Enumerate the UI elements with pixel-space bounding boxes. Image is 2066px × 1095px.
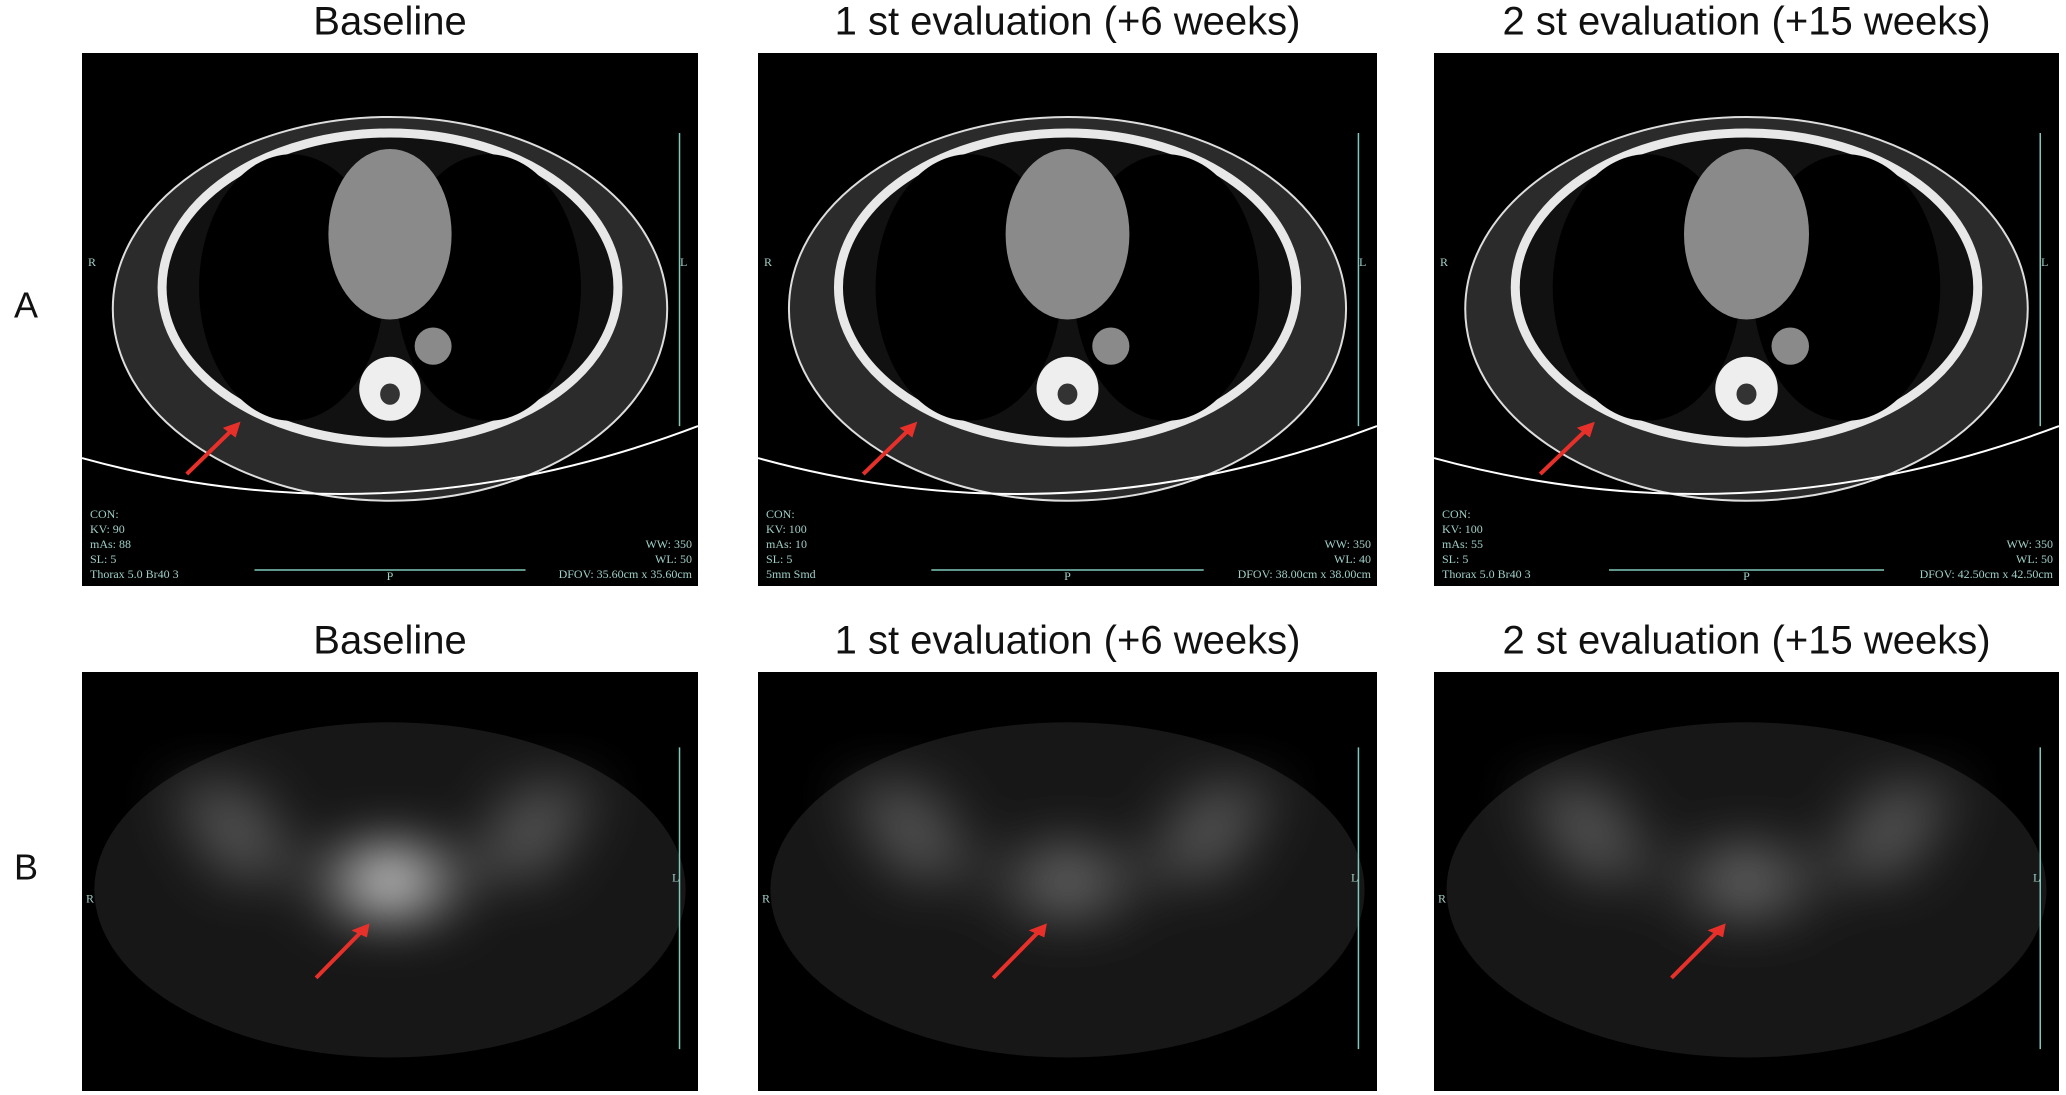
scan-info: KV: 100 [766,522,807,536]
heart [328,148,452,320]
scan-info: KV: 100 [1442,522,1483,536]
scan-info: DFOV: 42.50cm x 42.50cm [1920,567,2054,581]
arrow [968,905,1065,978]
scan-info: CON: [766,507,795,521]
iliac-bone [497,775,566,887]
scan-info: 5mm Smd [766,567,816,581]
scan-image [1446,722,2047,1058]
orientation-label: P [387,569,394,583]
panel-title: 1 st evaluation (+6 weeks) [835,619,1301,663]
scan-info: SL: 5 [766,552,792,566]
scan-info: mAs: 55 [1442,537,1483,551]
orientation-label: R [762,891,770,905]
arrow [1513,400,1617,493]
scan-info: WW: 350 [1324,537,1371,551]
scan-image [758,117,1377,570]
iliac-bone [1855,775,1925,887]
orientation-label: R [86,891,94,905]
orientation-label: L [680,255,687,269]
orientation-label: L [1351,871,1358,885]
aorta [1771,327,1809,365]
scan-info: SL: 5 [1442,552,1468,566]
row-label: A [14,285,38,326]
bones [878,775,1245,924]
bones [201,775,566,924]
row-label: B [14,847,38,888]
tissue [1017,839,1118,924]
orientation-label: P [1743,569,1750,583]
tissue [1696,839,1797,924]
orientation-label: L [1359,255,1366,269]
scan-image [82,117,698,570]
spinal-canal [380,383,400,405]
iliac-bone [878,775,948,887]
scan-info: WW: 350 [645,537,692,551]
scan-info: WW: 350 [2006,537,2053,551]
scan-info: SL: 5 [90,552,116,566]
iliac-bone [1555,775,1625,887]
scan-image [770,722,1365,1058]
orientation-label: P [1064,569,1071,583]
scan-info: WL: 50 [2016,552,2053,566]
panel-title: Baseline [313,619,466,663]
scan-info: DFOV: 35.60cm x 35.60cm [559,567,693,581]
arrow [159,400,263,493]
orientation-label: R [1438,891,1446,905]
scan-info: KV: 90 [90,522,125,536]
arrow [836,400,940,493]
scan-info: CON: [1442,507,1471,521]
scan-info: Thorax 5.0 Br40 3 [90,567,179,581]
panel-title: 2 st evaluation (+15 weeks) [1502,0,1990,44]
scan-image [1434,117,2059,570]
orientation-label: L [2041,255,2048,269]
panel-title: 2 st evaluation (+15 weeks) [1502,619,1990,663]
scan-image [94,722,686,1058]
spinal-canal [1736,383,1757,405]
aorta [414,327,452,365]
orientation-label: R [88,255,96,269]
orientation-label: R [1440,255,1448,269]
arrow [1646,905,1744,978]
heart [1684,148,1809,320]
scan-info: WL: 50 [655,552,692,566]
heart [1005,148,1130,320]
scan-info: WL: 40 [1334,552,1371,566]
scan-info: mAs: 88 [90,537,131,551]
arrow [291,905,388,978]
tissue [340,839,440,924]
orientation-label: L [672,871,679,885]
iliac-bone [1175,775,1245,887]
aorta [1092,327,1130,365]
orientation-label: L [2033,871,2040,885]
scan-info: Thorax 5.0 Br40 3 [1442,567,1531,581]
panel-title: 1 st evaluation (+6 weeks) [835,0,1301,44]
bones [1555,775,1925,924]
scan-info: mAs: 10 [766,537,807,551]
spinal-canal [1057,383,1078,405]
iliac-bone [201,775,271,887]
orientation-label: R [764,255,772,269]
panel-title: Baseline [313,0,466,44]
scan-info: CON: [90,507,119,521]
scan-info: DFOV: 38.00cm x 38.00cm [1238,567,1372,581]
